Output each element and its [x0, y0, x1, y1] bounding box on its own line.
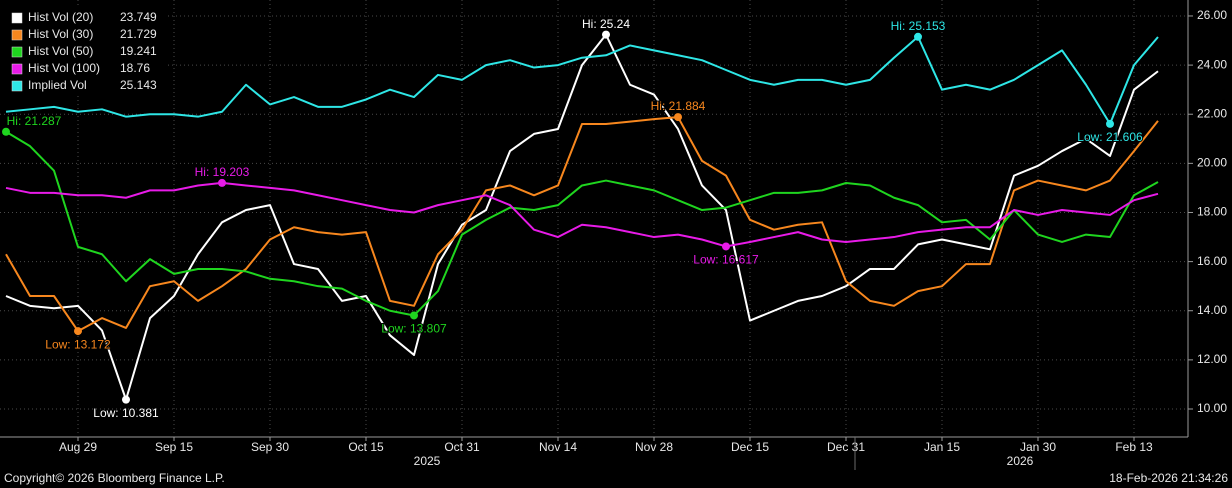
- y-tick-label: 10.00: [1197, 401, 1227, 415]
- y-tick-label: 18.00: [1197, 205, 1227, 219]
- low-marker: [1106, 119, 1114, 128]
- legend-label: Hist Vol (50): [28, 44, 93, 58]
- legend-label: Implied Vol: [28, 78, 87, 92]
- timestamp: 18-Feb-2026 21:34:26: [1109, 471, 1228, 485]
- x-tick-label: Dec 15: [731, 440, 769, 454]
- low-marker: [722, 242, 730, 251]
- legend-label: Hist Vol (20): [28, 10, 93, 24]
- high-label: Hi: 25.24: [582, 17, 630, 31]
- low-label: Low: 13.807: [381, 322, 447, 336]
- x-tick-label: Jan 30: [1020, 440, 1056, 454]
- low-label: Low: 10.381: [93, 406, 159, 420]
- y-tick-label: 26.00: [1197, 8, 1227, 22]
- series-line: [5, 130, 1159, 317]
- y-tick-label: 22.00: [1197, 106, 1227, 120]
- high-marker: [2, 127, 10, 136]
- x-tick-label: Oct 31: [444, 440, 480, 454]
- legend-label: Hist Vol (100): [28, 61, 100, 75]
- x-tick-label: Aug 29: [59, 440, 97, 454]
- low-marker: [122, 395, 130, 404]
- year-label: 2026: [1007, 454, 1034, 468]
- y-tick-label: 12.00: [1197, 352, 1227, 366]
- series-line: [5, 116, 1159, 333]
- x-tick-label: Sep 15: [155, 440, 193, 454]
- legend-value: 21.729: [120, 27, 157, 41]
- legend-swatch: [11, 29, 23, 41]
- legend-label: Hist Vol (30): [28, 27, 93, 41]
- x-tick-label: Oct 15: [348, 440, 384, 454]
- low-marker: [410, 311, 418, 320]
- x-tick-label: Nov 14: [539, 440, 577, 454]
- legend-swatch: [11, 46, 23, 58]
- legend-swatch: [11, 12, 23, 24]
- x-tick-label: Dec 31: [827, 440, 865, 454]
- legend-box: [0, 6, 166, 94]
- legend-swatch: [11, 63, 23, 75]
- series-line: [5, 33, 1159, 401]
- low-label: Low: 16.617: [693, 253, 759, 267]
- x-tick-label: Nov 28: [635, 440, 673, 454]
- low-marker: [74, 327, 82, 336]
- legend-value: 18.76: [120, 61, 150, 75]
- y-tick-label: 16.00: [1197, 254, 1227, 268]
- high-label: Hi: 19.203: [195, 165, 250, 179]
- high-marker: [602, 30, 610, 39]
- series-line: [5, 35, 1159, 125]
- x-tick-label: Feb 13: [1115, 440, 1153, 454]
- y-tick-label: 24.00: [1197, 57, 1227, 71]
- y-tick-label: 14.00: [1197, 303, 1227, 317]
- high-label: Hi: 25.153: [891, 19, 946, 33]
- high-label: Hi: 21.884: [651, 99, 706, 113]
- x-tick-label: Sep 30: [251, 440, 289, 454]
- y-tick-label: 20.00: [1197, 156, 1227, 170]
- legend-value: 25.143: [120, 78, 157, 92]
- legend-swatch: [11, 80, 23, 92]
- high-marker: [914, 32, 922, 41]
- legend-value: 19.241: [120, 44, 157, 58]
- copyright: Copyright© 2026 Bloomberg Finance L.P.: [4, 471, 225, 485]
- high-label: Hi: 21.287: [7, 114, 62, 128]
- series-line: [5, 181, 1159, 248]
- legend-value: 23.749: [120, 10, 157, 24]
- low-label: Low: 21.606: [1077, 130, 1143, 144]
- low-label: Low: 13.172: [45, 337, 111, 351]
- high-marker: [218, 178, 226, 187]
- x-tick-label: Jan 15: [924, 440, 960, 454]
- high-marker: [674, 113, 682, 122]
- year-label: 2025: [414, 454, 441, 468]
